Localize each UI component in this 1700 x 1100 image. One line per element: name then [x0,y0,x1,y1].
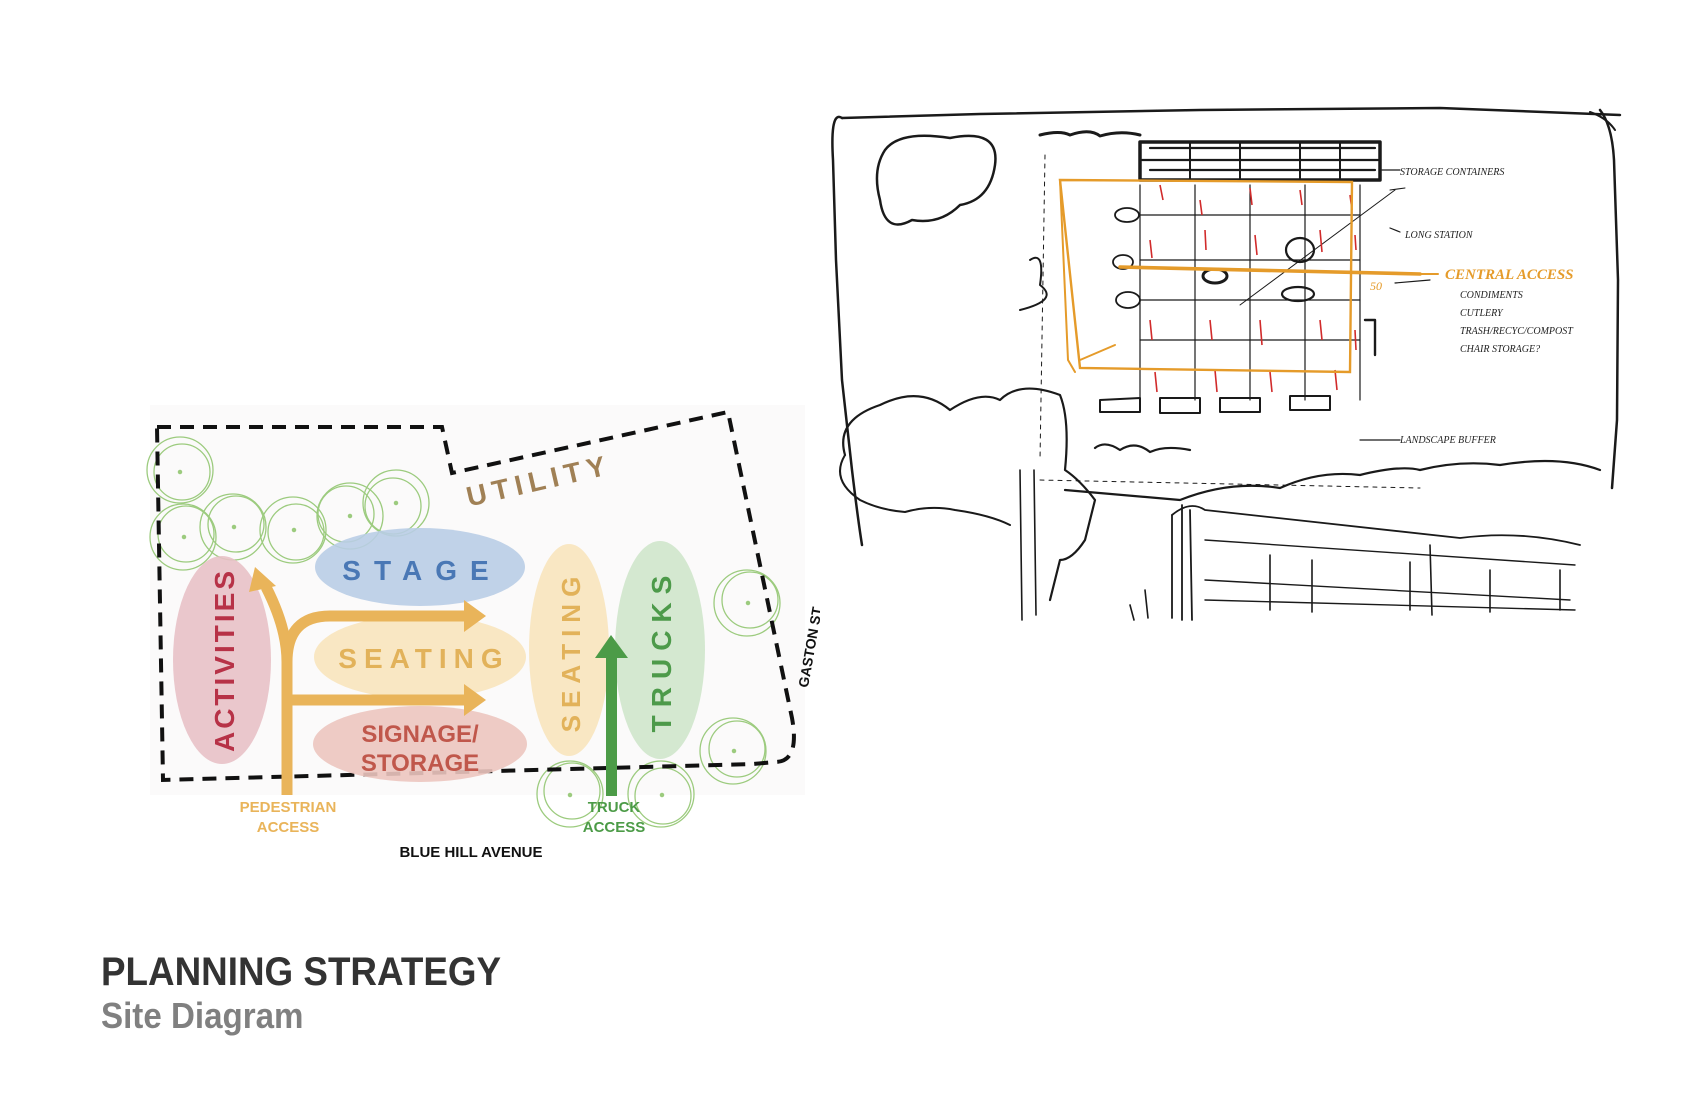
sketch-label-dim: 50 [1370,279,1382,293]
sketch-list-item-3: TRASH/RECYC/COMPOST [1460,326,1574,337]
sketch-annotations: STORAGE CONTAINERS LONG STATION CENTRAL … [1370,167,1574,446]
sketch-list-item-4: CHAIR STORAGE? [1460,344,1540,355]
sketch-orange-lines [1058,178,1439,374]
truck-access-line1: TRUCK [588,799,641,816]
tree-icon [146,436,214,504]
sketch-red-marks [1149,184,1357,393]
arrowhead-icon [464,684,486,716]
sketch-label-access: CENTRAL ACCESS [1445,267,1574,283]
truck-access-line2: ACCESS [583,819,646,836]
stage-zone [315,528,525,606]
activities-zone [173,556,271,764]
pedestrian-arrow [261,584,466,795]
sketch-list-item-2: CUTLERY [1460,308,1504,319]
sketch-label-storage: STORAGE CONTAINERS [1400,167,1504,178]
street-label-south: BLUE HILL AVENUE [399,844,542,861]
page-title: PLANNING STRATEGY [101,950,502,994]
pedestrian-access-line1: PEDESTRIAN [240,799,337,816]
tree-icon [713,569,781,637]
arrowhead-icon [595,635,628,658]
signage-label-line2: STORAGE [361,750,479,777]
title-block: PLANNING STRATEGY Site Diagram [101,950,536,1038]
sketch-list-item-1: CONDIMENTS [1460,290,1523,301]
arrowhead-icon [464,600,486,632]
trucks-zone [615,541,705,759]
trucks-label: TRUCKS [646,568,677,733]
tree-icon [699,717,767,785]
seating-vertical-zone [529,544,609,756]
stage-label: STAGE [342,555,501,586]
seating-center-label: SEATING [338,643,509,674]
signage-label-line1: SIGNAGE/ [361,721,479,748]
pedestrian-access-line2: ACCESS [257,819,320,836]
arrowhead-icon [249,567,276,592]
signage-zone [313,706,527,782]
tree-icon [536,760,604,828]
sketch-label-bottom: LANDSCAPE BUFFER [1399,435,1496,446]
page-subtitle: Site Diagram [101,995,304,1036]
seating-center-zone [314,615,526,699]
sketch-linework [831,106,1622,621]
seating-vertical-label: SEATING [556,570,586,733]
site-diagram: UTILITY STAGE SEATING SIGNAGE/ STORAGE A… [146,405,820,861]
truck-arrow [595,635,628,796]
activities-label: ACTIVITIES [209,568,240,752]
sketch-label-stage: LONG STATION [1404,230,1474,241]
